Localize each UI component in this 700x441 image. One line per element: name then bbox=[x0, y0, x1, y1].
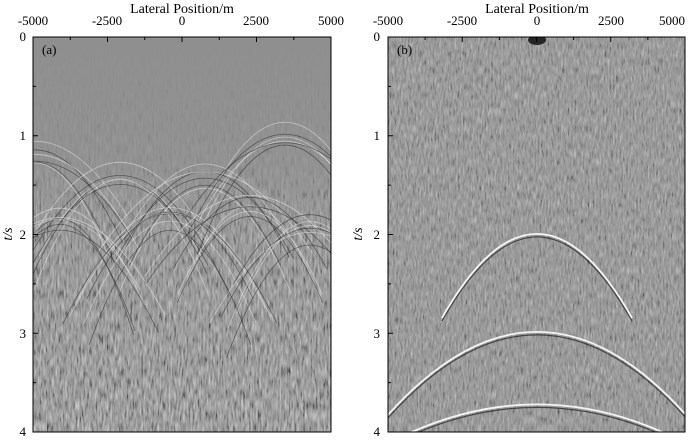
diffraction-arc bbox=[178, 205, 322, 301]
panel-a-ticks bbox=[32, 36, 332, 433]
diffraction-arc bbox=[211, 122, 331, 195]
panel-b-x-tick-label: -2500 bbox=[447, 13, 477, 28]
diffraction-arc bbox=[177, 216, 323, 303]
diffraction-arc bbox=[227, 221, 331, 329]
diffraction-arc bbox=[97, 171, 313, 253]
panel-b-x-tick-label: 0 bbox=[534, 13, 541, 28]
diffraction-arc bbox=[145, 206, 331, 284]
diffraction-arc bbox=[187, 134, 331, 235]
diffraction-arc bbox=[33, 229, 159, 333]
panel-b-y-tick-label: 1 bbox=[374, 128, 381, 143]
diffraction-arc bbox=[184, 142, 331, 219]
panel-a-x-tick-label: 2500 bbox=[243, 13, 269, 28]
diffraction-arc bbox=[74, 212, 266, 309]
panel-b-label: (b) bbox=[397, 42, 412, 57]
panel-a-y-tick-label: 4 bbox=[20, 424, 27, 439]
diffraction-arc bbox=[129, 185, 281, 266]
panel-a-y-tick-label: 1 bbox=[20, 128, 27, 143]
diffraction-arc bbox=[33, 224, 136, 332]
panel-b-y-tick-label: 2 bbox=[374, 227, 381, 242]
diffraction-arc bbox=[236, 225, 331, 315]
panel-a-y-tick-label: 3 bbox=[20, 326, 27, 341]
diffraction-arc bbox=[120, 170, 290, 258]
panel-b-reflection-hyperbolas bbox=[388, 232, 685, 432]
panel-b-x-tick-label: -5000 bbox=[373, 13, 403, 28]
diffraction-arc bbox=[118, 188, 292, 294]
diffraction-arc bbox=[33, 217, 166, 315]
diffraction-arc bbox=[197, 140, 331, 224]
diffraction-arc bbox=[33, 149, 124, 244]
diffraction-arc bbox=[33, 161, 117, 269]
panel-b-y-tick-label: 3 bbox=[374, 326, 381, 341]
diffraction-arc bbox=[33, 161, 210, 241]
panel-b-y-axis-title: t/s bbox=[351, 227, 366, 241]
reflection-hyperbola-shadow bbox=[388, 334, 685, 419]
panel-b-x-tick-label: 5000 bbox=[659, 13, 685, 28]
panel-a-y-axis-title: t/s bbox=[1, 227, 16, 241]
diffraction-arc bbox=[33, 179, 209, 294]
diffraction-arc bbox=[33, 175, 228, 291]
panel-b-y-tick-label: 4 bbox=[374, 424, 381, 439]
panel-b-x-axis-title: Lateral Position/m bbox=[485, 2, 589, 17]
reflection-hyperbola bbox=[441, 232, 633, 319]
panel-b-y-tick-label: 0 bbox=[374, 29, 381, 44]
panel-a-x-tick-label: -2500 bbox=[92, 13, 122, 28]
diffraction-arc bbox=[62, 213, 278, 324]
diffraction-arc bbox=[226, 244, 331, 359]
diffraction-arc bbox=[33, 183, 209, 266]
diffraction-arc bbox=[83, 221, 257, 323]
diffraction-arc bbox=[121, 163, 289, 242]
diffraction-arc bbox=[177, 211, 323, 295]
panel-a: (a) Lateral Position/m t/s -5000 -2500 0… bbox=[1, 2, 344, 439]
panel-a-x-tick-label: 5000 bbox=[318, 13, 344, 28]
diffraction-arc bbox=[220, 228, 331, 318]
panel-a-y-tick-label: 0 bbox=[20, 29, 27, 44]
reflection-hyperbola-shadow bbox=[417, 406, 657, 432]
diffraction-arc bbox=[197, 144, 331, 254]
reflection-hyperbola bbox=[409, 403, 665, 432]
diffraction-arc bbox=[86, 211, 254, 299]
diffraction-arc bbox=[33, 160, 133, 239]
diffraction-arc bbox=[209, 232, 331, 324]
panel-b: (b) Lateral Position/m t/s -5000 -2500 0… bbox=[351, 2, 686, 439]
diffraction-arc bbox=[233, 214, 331, 285]
reflection-hyperbola-shadow bbox=[441, 236, 633, 322]
diffraction-arc bbox=[38, 178, 202, 257]
diffraction-arc bbox=[33, 219, 141, 291]
diffraction-arc bbox=[144, 195, 331, 276]
diffraction-arc bbox=[33, 154, 141, 252]
panel-a-y-tick-label: 2 bbox=[20, 227, 27, 242]
diffraction-arc bbox=[201, 136, 331, 228]
panel-a-x-tick-label: -5000 bbox=[18, 13, 48, 28]
diffraction-arc bbox=[33, 140, 128, 217]
diffraction-arc bbox=[33, 162, 109, 257]
panel-a-label: (a) bbox=[42, 42, 56, 57]
panel-b-x-tick-label: 2500 bbox=[598, 13, 624, 28]
panel-a-diffraction-arcs bbox=[33, 122, 331, 359]
panel-b-ticks bbox=[387, 36, 686, 433]
panel-a-x-tick-label: 0 bbox=[179, 13, 186, 28]
diffraction-arc bbox=[172, 197, 328, 269]
panel-a-x-axis-title: Lateral Position/m bbox=[130, 2, 234, 17]
reflection-hyperbola bbox=[388, 331, 685, 417]
